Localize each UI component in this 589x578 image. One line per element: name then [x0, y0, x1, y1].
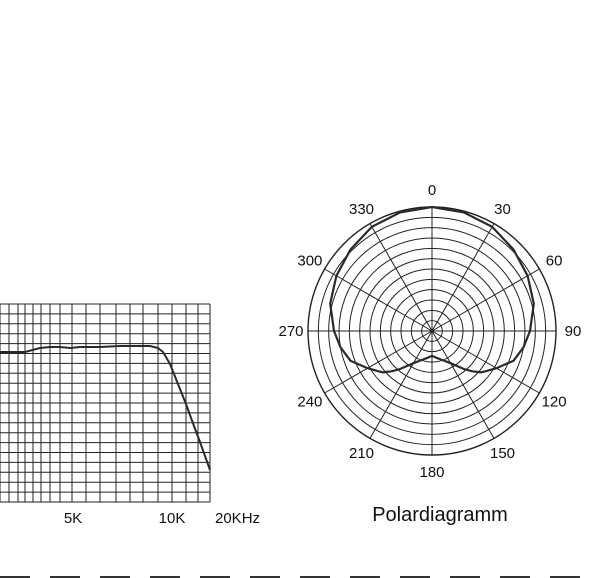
- polar-angle-label: 60: [546, 253, 563, 270]
- polar-grid-spoke: [324, 330, 433, 394]
- polar-grid-spoke: [324, 268, 433, 332]
- polar-title: Polardiagramm: [372, 504, 508, 526]
- polar-grid-spoke: [431, 330, 540, 394]
- polar-grid-spoke: [431, 268, 540, 332]
- polar-angle-labels: 0 30 60 90 120 150 180 210 240 270 300 330: [278, 182, 581, 481]
- polar-angle-label: 300: [297, 253, 322, 270]
- polar-angle-label: 240: [297, 394, 322, 411]
- polar-grid-spoke: [369, 330, 433, 439]
- polar-angle-label: 180: [419, 464, 444, 481]
- polar-diagram: 0 30 60 90 120 150 180 210 240 270 300 330 Polardia…: [278, 182, 581, 526]
- frequency-response-curve: [0, 345, 211, 471]
- polar-angle-label: 150: [490, 445, 515, 462]
- polar-angle-label: 120: [542, 394, 567, 411]
- polar-grid: [307, 206, 557, 456]
- polar-angle-label: 30: [494, 201, 511, 218]
- x-tick-label-20khz: 20KHz: [215, 510, 260, 527]
- polar-grid-spoke: [431, 330, 495, 439]
- polar-angle-label: 90: [565, 323, 582, 340]
- polar-pattern-curve: [329, 205, 535, 374]
- polar-angle-label: 210: [349, 445, 374, 462]
- x-tick-label-5k: 5K: [64, 510, 82, 527]
- polar-angle-label: 330: [349, 201, 374, 218]
- polar-grid-spoke: [369, 223, 433, 332]
- x-tick-label-10k: 10K: [159, 510, 186, 527]
- frequency-grid: [0, 303, 211, 503]
- frequency-response-chart: 5K 10K 20KHz: [0, 303, 260, 527]
- polar-angle-label: 0: [428, 182, 436, 199]
- polar-grid-spoke: [431, 223, 495, 332]
- polar-angle-label: 270: [278, 323, 303, 340]
